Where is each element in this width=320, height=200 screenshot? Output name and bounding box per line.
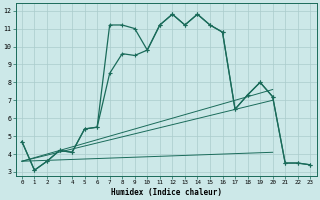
X-axis label: Humidex (Indice chaleur): Humidex (Indice chaleur) [111, 188, 221, 197]
